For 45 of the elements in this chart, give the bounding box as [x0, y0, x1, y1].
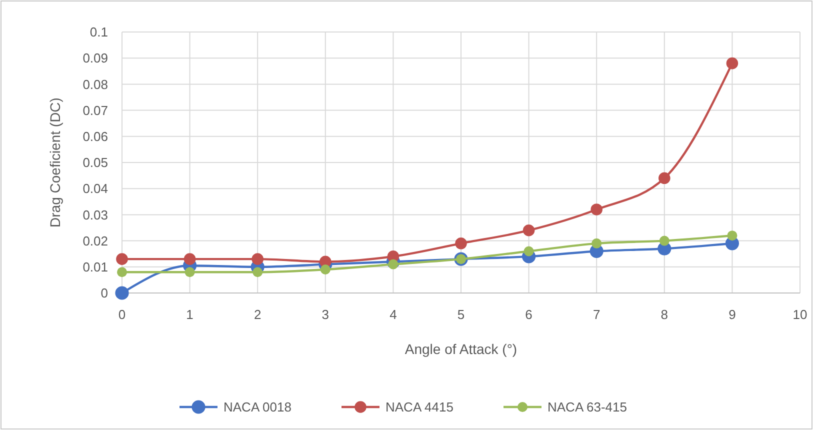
point [726, 57, 738, 70]
point [116, 253, 128, 265]
x-tick-label: 5 [457, 307, 465, 322]
point [590, 204, 602, 216]
point [320, 264, 330, 275]
y-tick-label: 0.01 [82, 259, 108, 274]
x-tick-label: 6 [525, 307, 532, 322]
point [115, 286, 129, 300]
y-tick-label: 0.04 [82, 181, 108, 196]
y-tick-label: 0.02 [82, 233, 108, 248]
x-tick-label: 0 [118, 307, 126, 322]
legend-label: NACA 63-415 [548, 400, 627, 415]
point [658, 172, 670, 184]
x-axis-title: Angle of Attack (°) [404, 341, 518, 357]
point [455, 238, 467, 250]
y-axis-title: Drag Coeficient (DC) [47, 98, 63, 228]
y-tick-label: 0.1 [90, 24, 108, 40]
y-tick-label: 0.05 [82, 155, 108, 170]
point [592, 238, 602, 248]
point [727, 230, 738, 241]
x-tick-label: 3 [322, 307, 330, 322]
point [184, 253, 196, 265]
y-tick-label: 0.08 [82, 76, 108, 92]
y-tick-label: 0.06 [82, 128, 108, 144]
legend-label: NACA 4415 [386, 400, 454, 415]
y-tick-label: 0.09 [82, 50, 108, 66]
x-tick-label: 10 [792, 307, 808, 322]
x-tick-label: 4 [390, 307, 397, 322]
point [522, 224, 535, 236]
x-tick-label: 9 [728, 307, 736, 322]
point [252, 267, 263, 278]
x-tick-label: 8 [660, 307, 668, 322]
point [252, 253, 264, 265]
y-tick-label: 0 [100, 286, 108, 301]
legend-label: NACA 0018 [224, 400, 292, 415]
point [184, 267, 195, 278]
y-tick-label: 0.07 [82, 102, 108, 118]
point [388, 259, 398, 270]
y-tick-label: 0.03 [82, 207, 108, 222]
x-tick-label: 7 [592, 307, 600, 322]
point [524, 246, 534, 256]
point [117, 267, 127, 278]
point [659, 236, 670, 246]
x-tick-label: 2 [254, 307, 262, 322]
x-tick-label: 1 [186, 307, 194, 322]
